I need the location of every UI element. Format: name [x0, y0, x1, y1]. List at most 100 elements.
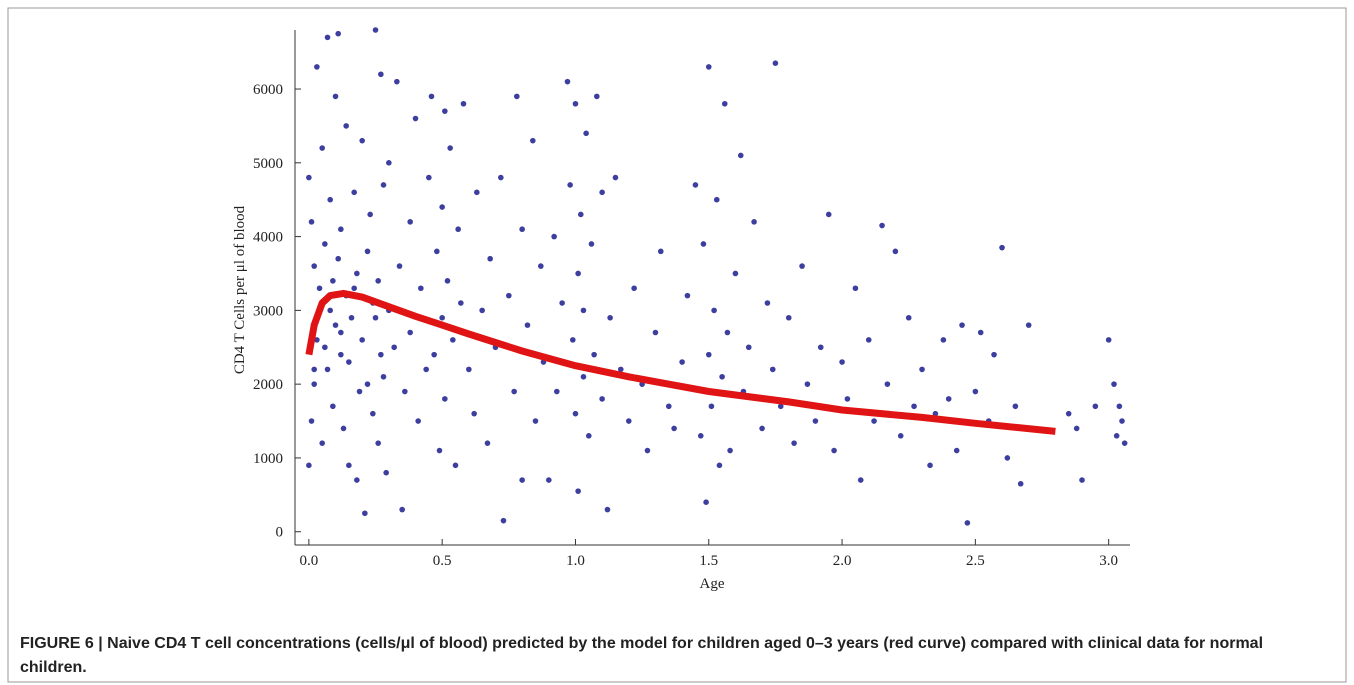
- data-point: [732, 270, 739, 277]
- data-point: [447, 145, 453, 151]
- data-point: [769, 366, 776, 373]
- data-point: [692, 182, 699, 188]
- model-curve: [305, 289, 1056, 435]
- data-point: [319, 145, 325, 151]
- data-point: [1079, 477, 1085, 483]
- data-point: [335, 30, 341, 37]
- data-point: [708, 403, 715, 410]
- data-point: [399, 506, 405, 513]
- data-point: [583, 130, 589, 137]
- data-point: [484, 440, 491, 446]
- data-point: [884, 381, 891, 387]
- y-tick-label: 1000: [253, 451, 283, 467]
- data-point: [857, 477, 864, 483]
- data-point: [519, 477, 525, 483]
- data-point: [852, 285, 859, 292]
- data-point: [364, 381, 371, 387]
- data-point: [311, 366, 317, 373]
- data-point: [546, 477, 552, 483]
- data-point: [415, 418, 421, 424]
- data-point: [825, 211, 832, 218]
- data-point: [375, 278, 381, 284]
- data-point: [777, 403, 784, 410]
- data-point: [905, 314, 912, 321]
- data-point: [607, 314, 613, 321]
- data-point: [999, 244, 1005, 251]
- x-tick-label: 1.0: [566, 553, 585, 569]
- data-point: [799, 263, 805, 269]
- data-point: [367, 211, 373, 218]
- data-point: [959, 322, 965, 328]
- data-point: [727, 447, 733, 454]
- data-point: [588, 241, 595, 247]
- data-point: [340, 425, 347, 432]
- data-point: [572, 410, 579, 417]
- data-point: [684, 292, 691, 299]
- data-point: [394, 78, 400, 85]
- data-point: [407, 219, 413, 225]
- x-axis-label: Age: [700, 576, 725, 592]
- data-point: [927, 462, 933, 469]
- data-point: [306, 462, 312, 469]
- x-tick-label: 2.5: [966, 553, 985, 569]
- data-point: [1017, 480, 1024, 487]
- data-point: [311, 263, 317, 269]
- data-point: [314, 64, 320, 70]
- data-point: [551, 233, 557, 240]
- data-point: [498, 174, 504, 181]
- data-point: [977, 329, 984, 336]
- data-point: [322, 344, 328, 351]
- data-point: [351, 285, 357, 292]
- y-tick-label: 0: [276, 525, 284, 541]
- data-point: [330, 403, 336, 410]
- data-point: [644, 447, 651, 454]
- data-point: [372, 27, 379, 33]
- data-point: [570, 337, 576, 343]
- data-point: [335, 255, 341, 262]
- data-point: [418, 285, 424, 292]
- data-point: [500, 517, 507, 524]
- data-point: [1121, 440, 1128, 446]
- data-point: [330, 278, 336, 284]
- data-point: [530, 137, 536, 144]
- x-tick-label: 0.5: [433, 553, 452, 569]
- data-point: [466, 366, 472, 373]
- data-point: [359, 337, 365, 343]
- data-point: [844, 396, 851, 402]
- data-point: [721, 100, 728, 107]
- data-point: [442, 396, 448, 402]
- data-point: [354, 270, 360, 277]
- data-point: [314, 337, 320, 343]
- data-point: [362, 510, 368, 517]
- data-point: [455, 226, 461, 233]
- data-point: [444, 278, 451, 284]
- data-point: [564, 78, 571, 85]
- data-point: [380, 373, 387, 380]
- data-point: [386, 160, 392, 166]
- data-point: [332, 93, 339, 100]
- x-tick-label: 0.0: [299, 553, 318, 569]
- data-point: [364, 248, 371, 255]
- data-point: [892, 248, 899, 255]
- data-point: [705, 351, 712, 358]
- data-point: [631, 285, 637, 292]
- data-point: [719, 373, 725, 380]
- data-point: [402, 388, 408, 395]
- data-point: [713, 196, 720, 203]
- data-point: [919, 366, 925, 373]
- data-point: [991, 351, 997, 358]
- data-point: [474, 189, 480, 196]
- data-point: [338, 329, 344, 336]
- data-point: [679, 359, 685, 365]
- data-point: [322, 241, 328, 247]
- data-point: [346, 359, 352, 365]
- data-point: [700, 241, 707, 247]
- data-point: [506, 292, 512, 299]
- x-tick-label: 3.0: [1099, 553, 1118, 569]
- data-point: [532, 418, 539, 424]
- data-point: [724, 329, 731, 336]
- data-point: [785, 314, 792, 321]
- data-point: [450, 337, 456, 343]
- data-point: [817, 344, 824, 351]
